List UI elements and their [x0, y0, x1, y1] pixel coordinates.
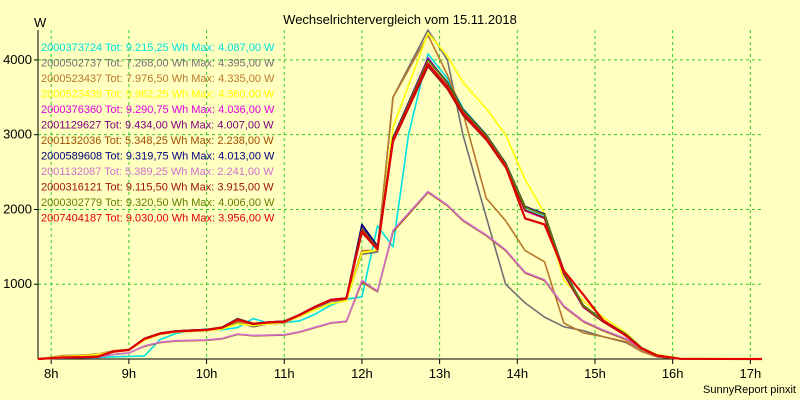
- series-line: [37, 32, 763, 360]
- y-axis-unit-label: W: [34, 15, 47, 30]
- legend-entry: 2000373724 Tot: 9.215,25 Wh Max: 4.087,0…: [41, 42, 275, 54]
- x-tick-label: 15h: [584, 366, 606, 381]
- x-tick-label: 17h: [739, 366, 761, 381]
- legend-entry: 2000589608 Tot: 9.319,75 Wh Max: 4.013,0…: [41, 151, 275, 163]
- x-tick-label: 12h: [351, 366, 373, 381]
- series-line: [37, 190, 763, 360]
- x-tick-label: 13h: [429, 366, 451, 381]
- legend-entry: 2000316121 Tot: 9.115,50 Wh Max: 3.915,0…: [41, 182, 274, 194]
- legend-entry: 2007404187 Tot: 9.030,00 Wh Max: 3.956,0…: [41, 213, 275, 225]
- chart-title: Wechselrichtervergleich vom 15.11.2018: [283, 12, 517, 27]
- x-tick-label: 8h: [44, 366, 58, 381]
- legend-entry: 2000502737 Tot: 7.268,00 Wh Max: 4.395,0…: [41, 58, 275, 70]
- y-tick-label: 2000: [3, 201, 32, 216]
- x-tick-label: 11h: [274, 366, 295, 381]
- x-tick-label: 9h: [122, 366, 136, 381]
- y-tick-label: 4000: [3, 52, 32, 67]
- series-line: [37, 62, 763, 361]
- footer-credit: SunnyReport pinxit: [703, 384, 796, 396]
- legend-entry: 2000302779 Tot: 9.320,50 Wh Max: 4.006,0…: [41, 197, 275, 209]
- legend-entry: 2001132087 Tot: 5.389,25 Wh Max: 2.241,0…: [41, 166, 274, 178]
- x-tick-label: 16h: [662, 366, 684, 381]
- y-tick-label: 1000: [3, 276, 32, 291]
- legend-entry: 2000523439 Tot: 9.962,25 Wh Max: 4.360,0…: [41, 89, 275, 101]
- x-tick-label: 10h: [196, 366, 218, 381]
- x-tick-label: 14h: [506, 366, 528, 381]
- legend-entry: 2000523437 Tot: 7.976,50 Wh Max: 4.335,0…: [41, 73, 275, 85]
- legend-entry: 2000376360 Tot: 9.290,75 Wh Max: 4.036,0…: [41, 104, 275, 116]
- legend-entry: 2001129627 Tot: 9.434,00 Wh Max: 4.007,0…: [41, 120, 274, 132]
- y-tick-label: 3000: [3, 127, 32, 142]
- legend-entry: 2001132036 Tot: 5.348,25 Wh Max: 2.238,0…: [41, 135, 274, 147]
